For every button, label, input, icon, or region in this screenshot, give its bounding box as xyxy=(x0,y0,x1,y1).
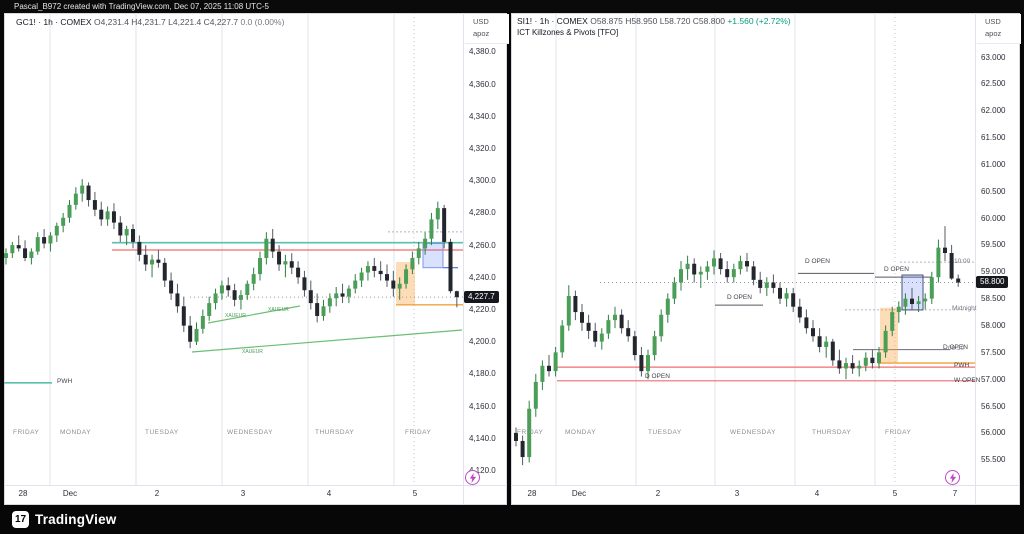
legend-silver[interactable]: SI1! · 1h · COMEX O58.875 H58.950 L58.72… xyxy=(517,16,791,37)
attribution-bar: Pascal_B972 created with TradingView.com… xyxy=(0,0,1024,13)
tradingview-logo-glyph: 17 xyxy=(14,514,27,525)
price-axis-separator-gold[interactable] xyxy=(463,13,464,505)
legend-silver-title[interactable]: SI1! · 1h · COMEX xyxy=(517,16,588,26)
footer-bar: 17 TradingView xyxy=(0,505,1024,534)
price-axis-separator-silver[interactable] xyxy=(975,13,976,505)
attribution-text: Pascal_B972 created with TradingView.com… xyxy=(14,2,269,11)
flash-icon[interactable] xyxy=(945,470,960,485)
last-price-label-gold: 4,227.7 xyxy=(464,291,499,303)
unit-label-silver: apoz xyxy=(985,29,1002,38)
legend-silver-ohlc: O58.875 H58.950 L58.720 C58.800 xyxy=(590,16,725,26)
currency-label-silver: USD xyxy=(985,17,1001,26)
lightning-bolt-icon xyxy=(469,472,476,483)
legend-silver-change: +1.560 (+2.72%) xyxy=(727,16,791,26)
chart-panel-gold[interactable] xyxy=(4,13,507,505)
unit-box-gold[interactable]: USD apoz xyxy=(465,14,509,44)
tradingview-logo-icon[interactable]: 17 xyxy=(12,511,29,528)
last-price-label-silver: 58.800 xyxy=(976,276,1009,288)
time-axis-separator-silver xyxy=(511,485,1020,486)
tradingview-brand-name[interactable]: TradingView xyxy=(35,512,117,527)
legend-gold-title[interactable]: GC1! · 1h · COMEX xyxy=(16,17,92,27)
legend-silver-indicator[interactable]: ICT Killzones & Pivots [TFO] xyxy=(517,28,619,37)
legend-gold-change: 0.0 (0.00%) xyxy=(240,17,285,27)
legend-gold[interactable]: GC1! · 1h · COMEX O4,231.4 H4,231.7 L4,2… xyxy=(16,17,284,27)
unit-box-silver[interactable]: USD apoz xyxy=(977,14,1021,44)
chart-panel-silver[interactable] xyxy=(511,13,1020,505)
lightning-bolt-icon xyxy=(949,472,956,483)
currency-label-gold: USD xyxy=(473,17,489,26)
unit-label-gold: apoz xyxy=(473,29,490,38)
flash-icon[interactable] xyxy=(465,470,480,485)
legend-gold-ohlc: O4,231.4 H4,231.7 L4,221.4 C4,227.7 xyxy=(93,17,239,27)
time-axis-separator-gold xyxy=(4,485,507,486)
